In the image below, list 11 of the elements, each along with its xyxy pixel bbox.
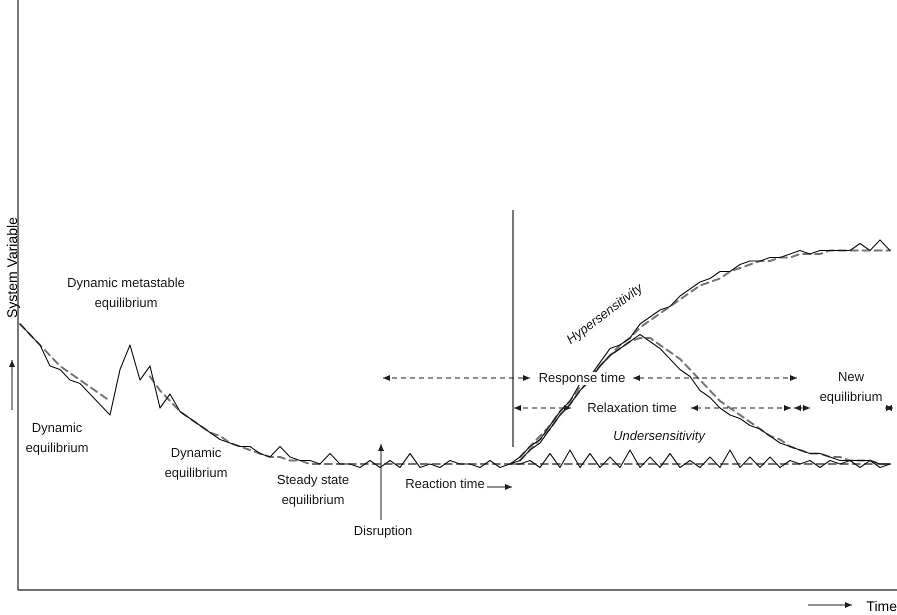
y-axis-title: System Variable xyxy=(4,216,20,318)
annotation: Dynamic equilibrium xyxy=(164,445,228,480)
annotation: Steady state equilibrium xyxy=(276,472,350,507)
annotation: New equilibrium xyxy=(820,369,882,404)
x-axis-title: Time xyxy=(866,598,897,614)
annotation: Undersensitivity xyxy=(613,428,706,443)
annotation: Relaxation time xyxy=(587,400,677,415)
annotation: Disruption xyxy=(354,523,412,538)
annotation: Reaction time xyxy=(405,476,485,491)
annotation: Dynamic equilibrium xyxy=(26,420,88,455)
annotation: Dynamic metastable equilibrium xyxy=(67,275,185,310)
